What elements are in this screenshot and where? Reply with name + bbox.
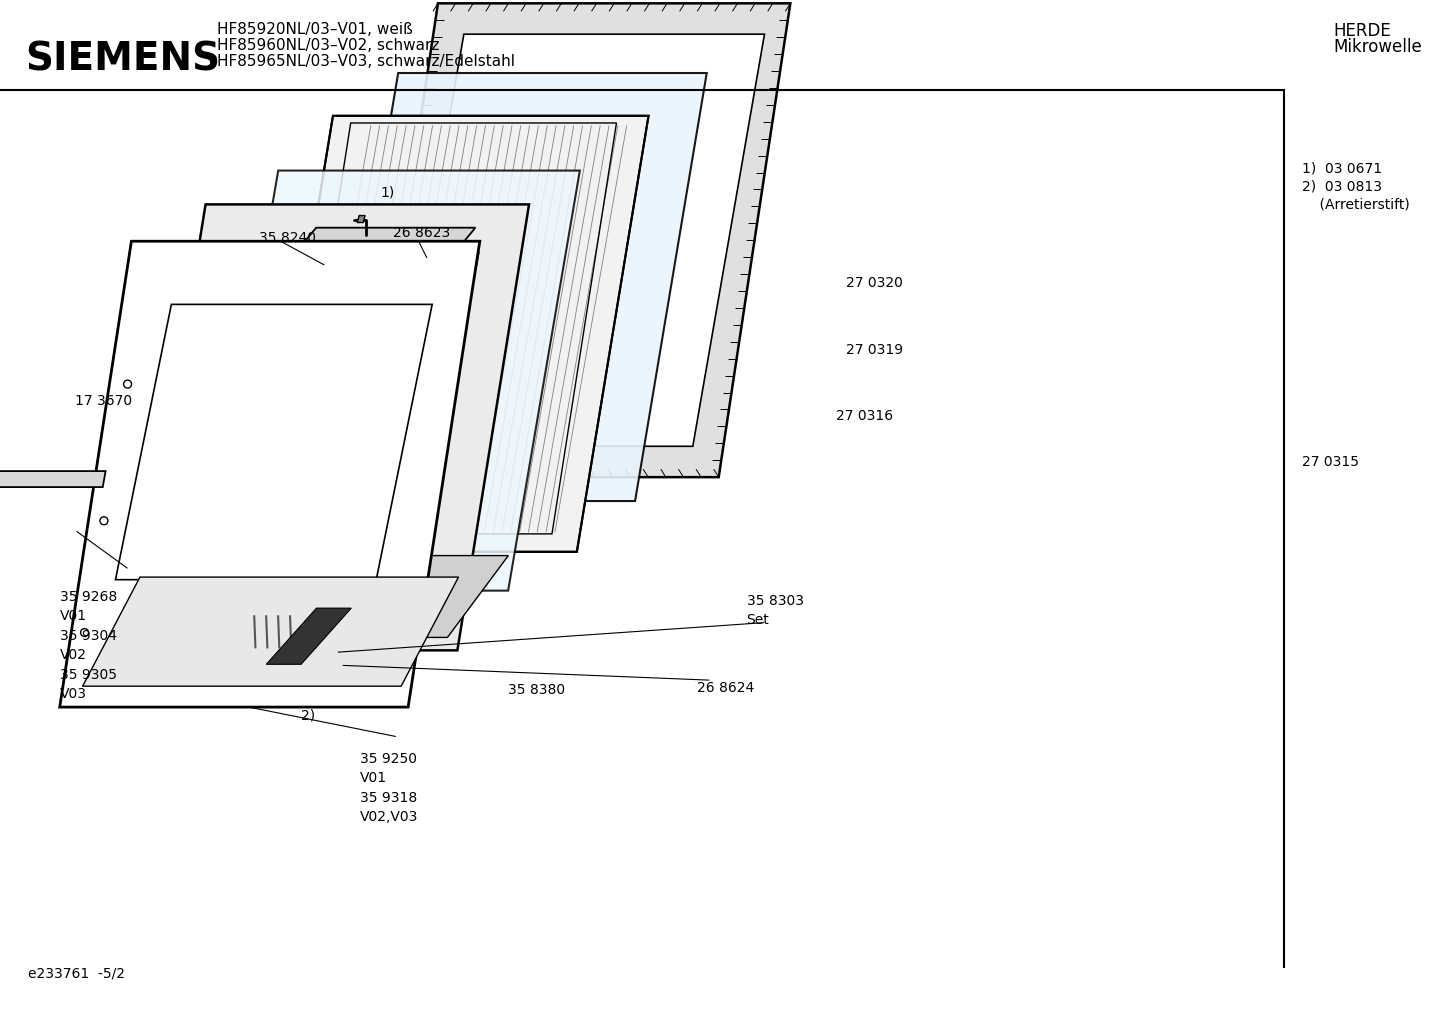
Text: Mikrowelle: Mikrowelle <box>1334 38 1423 56</box>
Text: 27 0316: 27 0316 <box>836 410 893 424</box>
Polygon shape <box>144 555 509 638</box>
Text: 35 8303
Set: 35 8303 Set <box>747 594 803 628</box>
Text: HF85920NL/03–V01, weiß: HF85920NL/03–V01, weiß <box>216 22 412 38</box>
Text: 2): 2) <box>300 708 314 722</box>
Text: 35 8240: 35 8240 <box>258 231 316 246</box>
Polygon shape <box>115 305 433 580</box>
Polygon shape <box>189 252 479 581</box>
Polygon shape <box>366 3 790 477</box>
Text: 35 8380: 35 8380 <box>508 683 565 697</box>
Polygon shape <box>134 205 529 650</box>
Text: HF85960NL/03–V02, schwarz: HF85960NL/03–V02, schwarz <box>216 38 440 53</box>
Polygon shape <box>258 227 476 297</box>
Polygon shape <box>326 73 707 501</box>
Text: 26 8624: 26 8624 <box>696 681 754 695</box>
Circle shape <box>300 332 307 338</box>
Circle shape <box>280 450 286 457</box>
Polygon shape <box>59 242 480 707</box>
Circle shape <box>99 517 108 525</box>
Text: 27 0319: 27 0319 <box>846 342 903 357</box>
Text: 17 3670: 17 3670 <box>75 393 131 408</box>
Polygon shape <box>358 216 365 222</box>
Polygon shape <box>267 608 352 664</box>
Text: HF85965NL/03–V03, schwarz/Edelstahl: HF85965NL/03–V03, schwarz/Edelstahl <box>216 54 515 69</box>
Polygon shape <box>261 116 649 552</box>
Polygon shape <box>417 250 454 316</box>
Circle shape <box>81 629 88 637</box>
Polygon shape <box>392 35 764 446</box>
Text: HERDE: HERDE <box>1334 22 1392 40</box>
Text: 2)  03 0813: 2) 03 0813 <box>1302 179 1381 194</box>
Text: SIEMENS: SIEMENS <box>25 40 221 78</box>
Polygon shape <box>281 639 352 675</box>
Polygon shape <box>327 601 358 621</box>
Text: 26 8623: 26 8623 <box>394 226 450 240</box>
Polygon shape <box>287 601 317 621</box>
Polygon shape <box>326 261 373 293</box>
Polygon shape <box>82 577 459 686</box>
Polygon shape <box>0 471 105 487</box>
Text: 1)  03 0671: 1) 03 0671 <box>1302 162 1381 175</box>
Text: 27 0320: 27 0320 <box>846 276 903 290</box>
Text: 35 9250
V01
35 9318
V02,V03: 35 9250 V01 35 9318 V02,V03 <box>360 752 418 824</box>
Polygon shape <box>206 170 580 591</box>
Circle shape <box>258 569 264 575</box>
Text: 27 0315: 27 0315 <box>1302 455 1358 470</box>
Text: 1): 1) <box>381 185 394 200</box>
Polygon shape <box>366 601 398 621</box>
Text: e233761  -5/2: e233761 -5/2 <box>27 967 125 981</box>
Text: 35 9268
V01
35 9304
V02
35 9305
V03: 35 9268 V01 35 9304 V02 35 9305 V03 <box>59 590 117 701</box>
Text: (Arretierstift): (Arretierstift) <box>1302 198 1410 211</box>
Circle shape <box>124 380 131 388</box>
